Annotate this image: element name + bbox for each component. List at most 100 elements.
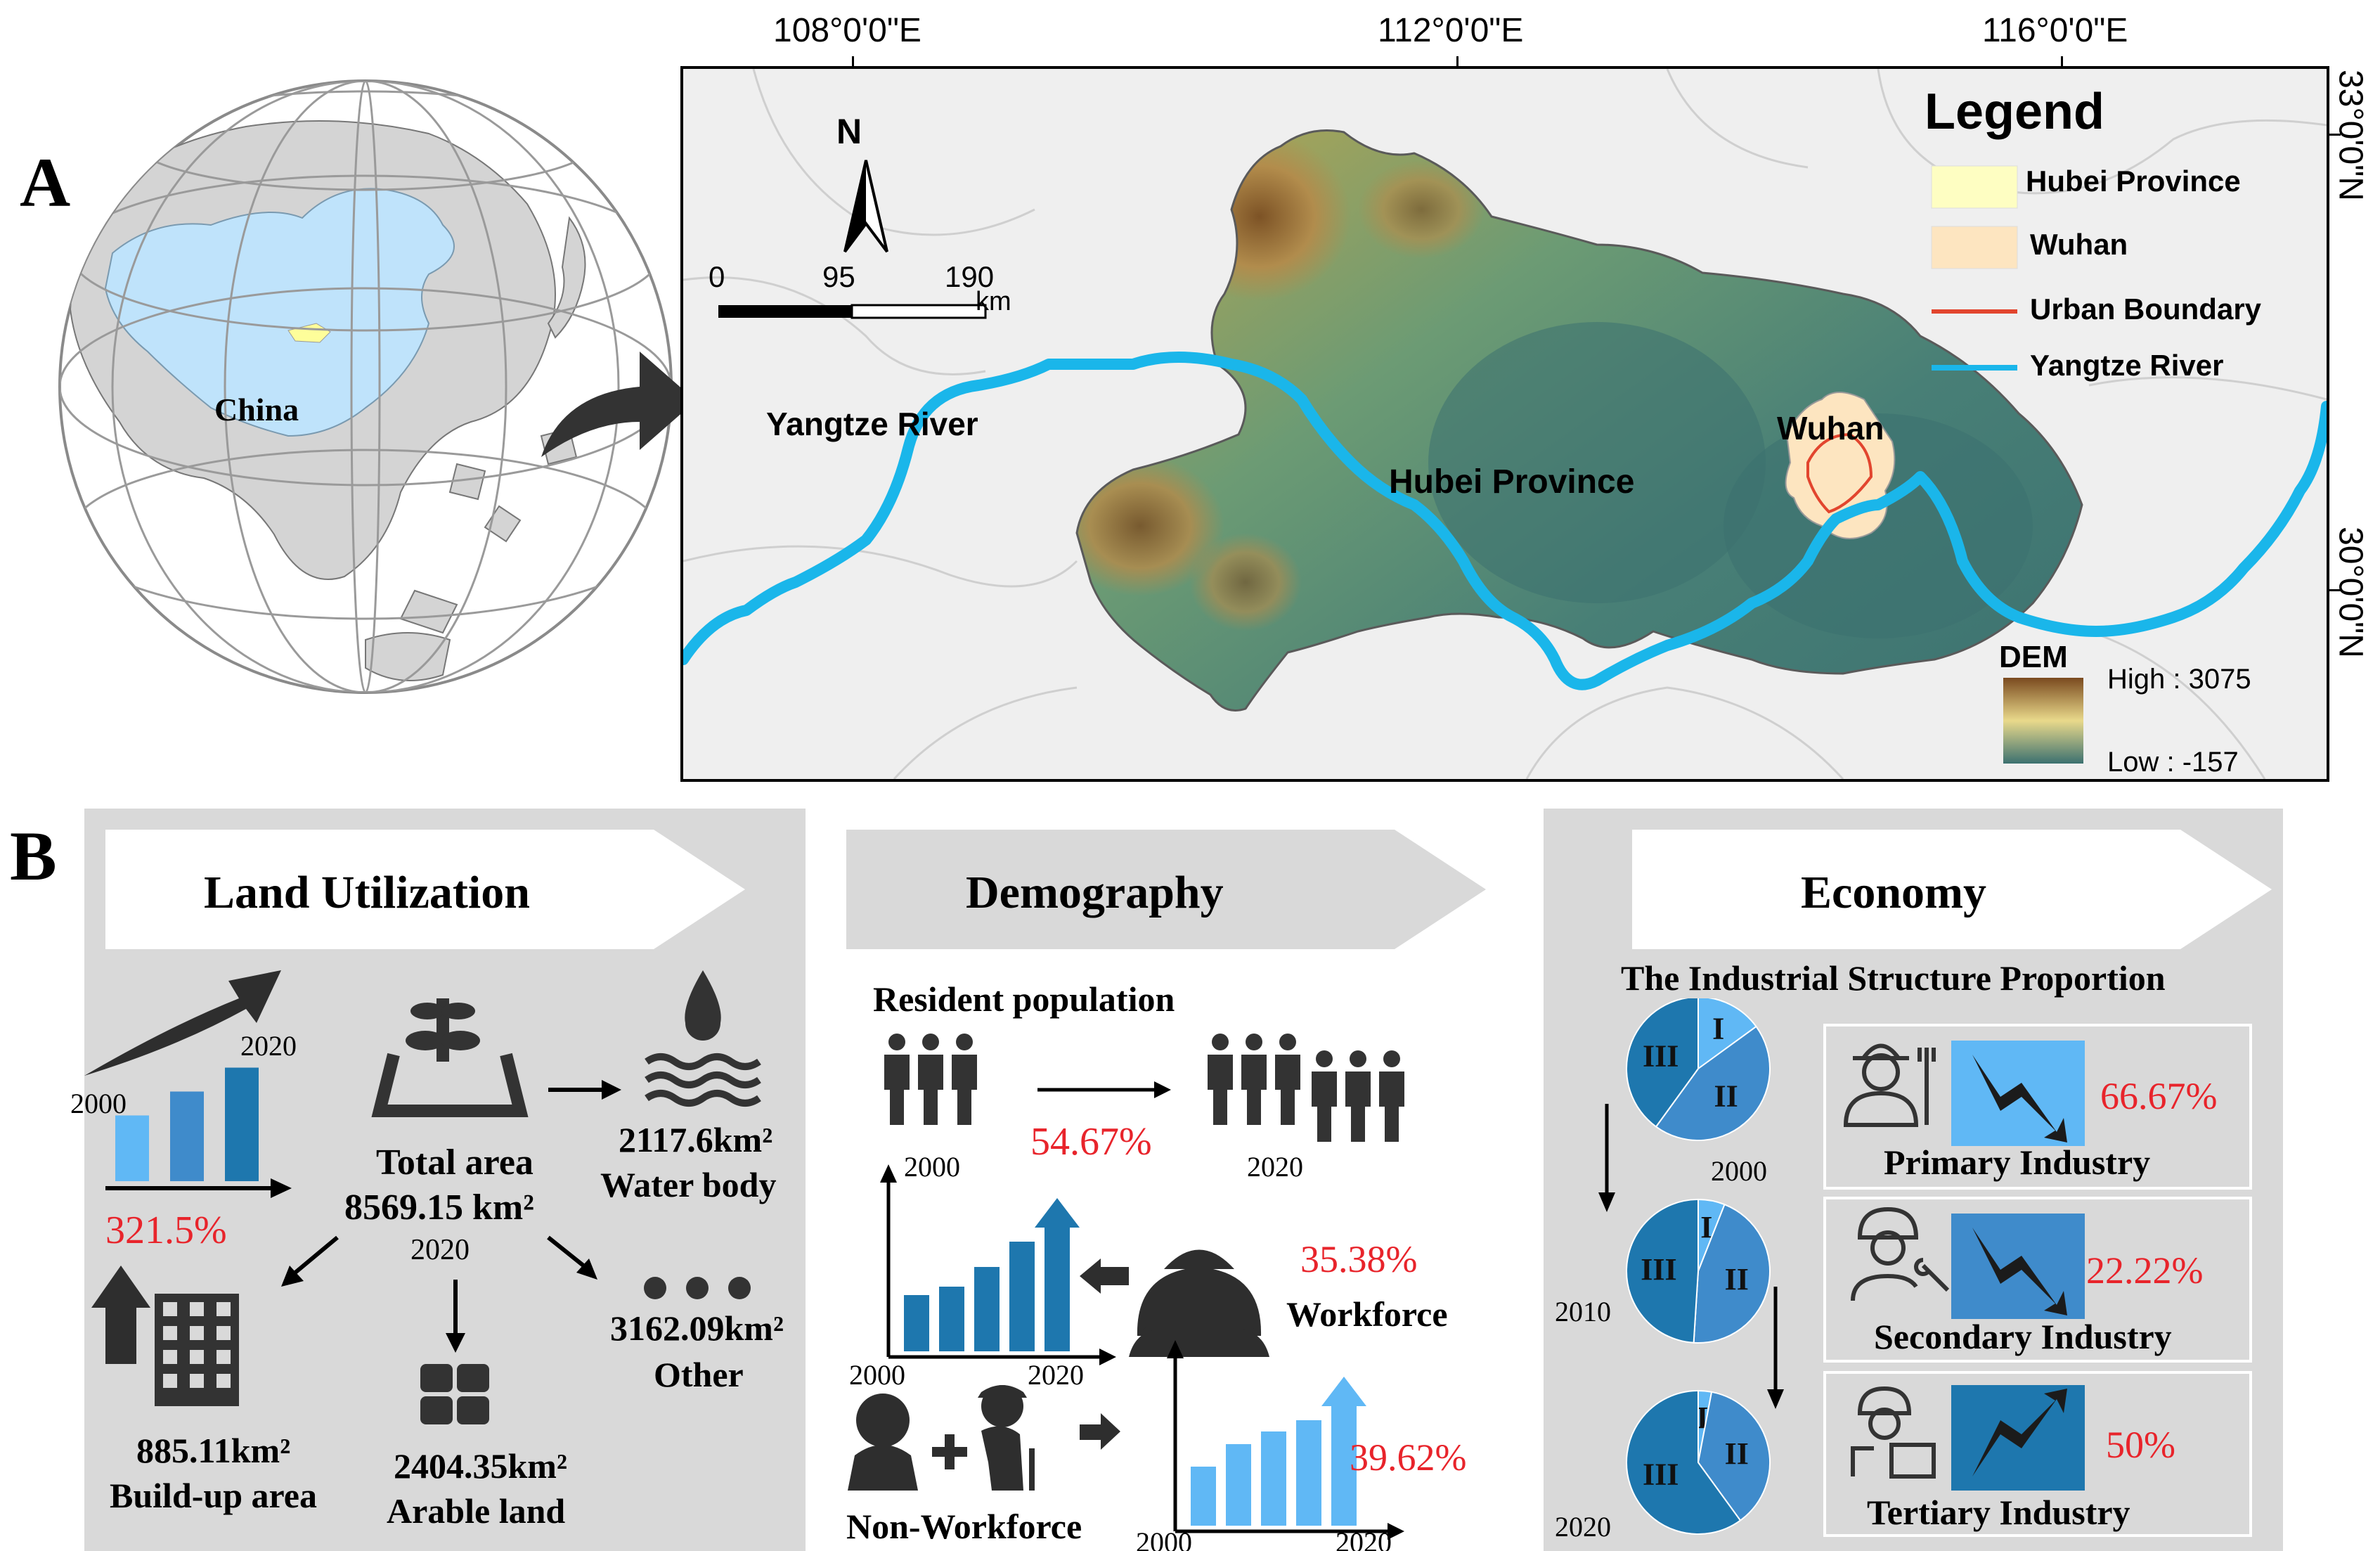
pie-2010-label-I: I [1700, 1210, 1712, 1244]
farmer-icon [1843, 1043, 1936, 1127]
lon-label-116: 116°0'0"E [1982, 12, 2128, 49]
pie-2000-slice-III [1626, 998, 1699, 1128]
legend-label-wuhan: Wuhan [2030, 228, 2128, 261]
panel-a-label: A [20, 143, 71, 221]
tertiary-trend-up-icon [1972, 1389, 2067, 1476]
building-icon [155, 1294, 239, 1406]
population-2000-icon [884, 1034, 977, 1125]
scale-tick-0: 0 [709, 260, 725, 293]
child-icon [848, 1394, 918, 1491]
panel-b-label: B [10, 817, 57, 895]
total-area-year: 2020 [410, 1234, 470, 1266]
lon-tick-116 [2061, 56, 2063, 67]
population-2020-icon [1208, 1034, 1404, 1142]
buildup-up-arrow-icon [91, 1266, 150, 1364]
workforce-growth-arrow [1035, 1198, 1080, 1351]
pie-2000-label-III: III [1643, 1039, 1679, 1074]
wuhan-label: Wuhan [1777, 410, 1884, 446]
nonworkforce-growth-arrow [1321, 1377, 1366, 1526]
arrow-to-water-head [602, 1080, 621, 1100]
nonworkforce-chart-y-arrow [1167, 1340, 1184, 1358]
nonworkforce-bars [1191, 1377, 1366, 1526]
nonworkforce-bar-2 [1261, 1431, 1286, 1526]
scale-bar [718, 304, 987, 319]
arable-land-icon [420, 1364, 489, 1424]
land-growth: 321.5% [105, 1209, 227, 1252]
nonworkforce-chart-x-arrow [1388, 1523, 1404, 1540]
land-bars-axis-arrow [271, 1178, 292, 1198]
arrow-to-buildup [294, 1235, 339, 1275]
land-year-end: 2020 [240, 1030, 297, 1062]
buildup-label: Build-up area [110, 1476, 317, 1515]
pie-2000-slice-II [1655, 1025, 1771, 1141]
workforce-axis-end: 2020 [1028, 1359, 1084, 1391]
nonworkforce-right-arrow [1080, 1413, 1120, 1450]
workforce-chart-y-arrow [880, 1164, 897, 1183]
scale-tick-190: 190 [945, 260, 995, 293]
nonworkforce-axis-start: 2000 [1136, 1526, 1192, 1551]
pie-2010-label-II: II [1725, 1262, 1749, 1296]
water-value: 2117.6km² [619, 1120, 773, 1159]
arrow-to-other [547, 1235, 585, 1268]
arrow-to-buildup-head [281, 1266, 304, 1287]
hubei-outline [1075, 129, 2083, 712]
resident-title: Resident population [873, 979, 1175, 1019]
population-arrow-head [1154, 1081, 1171, 1098]
arable-value: 2404.35km² [394, 1446, 567, 1486]
pie-2000-label-II: II [1714, 1079, 1738, 1114]
econ-title: Economy [1801, 867, 1986, 918]
resident-year-start: 2000 [904, 1151, 960, 1183]
arrow-to-other-head [576, 1259, 597, 1280]
workforce-label: Workforce [1286, 1294, 1448, 1334]
workforce-left-arrow [1080, 1259, 1129, 1294]
water-body-icon [685, 970, 721, 1041]
pie-2000-slice-I [1697, 998, 1757, 1070]
legend-label-hubei: Hubei Province [2026, 165, 2241, 198]
tertiary-industry-box [1823, 1371, 2252, 1537]
demo-graphics [848, 1034, 1404, 1540]
legend-swatch-wuhan [1931, 226, 2018, 269]
land-bar-2 [225, 1067, 259, 1181]
elderly-icon [978, 1385, 1035, 1491]
total-area-label: Total area [376, 1143, 533, 1183]
land-bar-1 [170, 1091, 204, 1181]
map-canvas [683, 69, 2327, 779]
workforce-bar-3 [1009, 1242, 1035, 1351]
lon-tick-112 [1456, 56, 1459, 67]
nonworkforce-axis-end: 2020 [1335, 1526, 1392, 1551]
north-arrow [843, 160, 888, 253]
workforce-bar-0 [904, 1295, 929, 1351]
map-frame: N 0 95 190 km Yangtze River Hubei Provin… [680, 66, 2329, 782]
other-dots-icon [644, 1277, 751, 1299]
land-bars [115, 1067, 259, 1181]
other-value: 3162.09km² [610, 1308, 784, 1348]
primary-value: 66.67% [2100, 1075, 2218, 1117]
workforce-bars [904, 1198, 1080, 1351]
secondary-industry-box [1823, 1197, 2252, 1363]
water-label: Water body [600, 1165, 777, 1204]
primary-name: Primary Industry [1884, 1143, 2151, 1182]
tertiary-value: 50% [2106, 1424, 2175, 1466]
workforce-chart-x-arrow [1099, 1349, 1116, 1365]
total-area-value: 8569.15 km² [344, 1188, 534, 1228]
globe-japan [547, 216, 586, 339]
secondary-value: 22.22% [2086, 1249, 2204, 1292]
zoom-arrow [541, 352, 696, 457]
pie-year-2020: 2020 [1555, 1511, 1611, 1543]
yangtze-river [683, 352, 2327, 690]
scale-tick-95: 95 [822, 260, 855, 293]
secondary-trend-down-icon [1972, 1228, 2067, 1315]
land-title: Land Utilization [204, 867, 530, 918]
pie-2020-slice-III [1626, 1389, 1742, 1535]
growth-arrow-icon [84, 970, 281, 1076]
pie-2010-slice-III [1626, 1198, 1699, 1344]
globe: China [58, 79, 673, 694]
china-shape [104, 188, 455, 437]
pie-2000-label-I: I [1712, 1012, 1724, 1046]
econ-subtitle: The Industrial Structure Proportion [1621, 958, 2166, 998]
resident-year-end: 2020 [1247, 1151, 1303, 1183]
pie-2010-slice-II [1693, 1203, 1771, 1344]
workforce-growth: 35.38% [1300, 1238, 1418, 1280]
